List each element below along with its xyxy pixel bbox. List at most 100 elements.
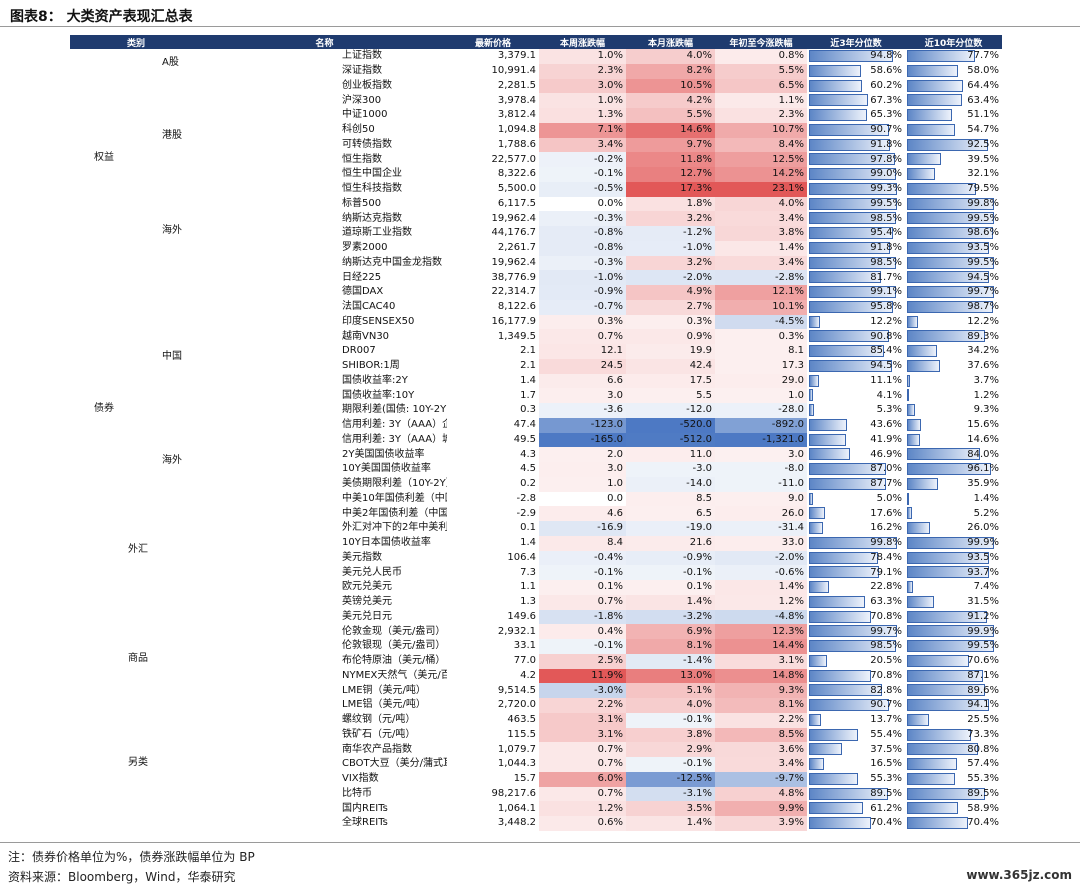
percentile-bar [809, 433, 846, 446]
asset-name: 美债期限利差（10Y-2Y） [342, 478, 447, 490]
latest-price: 6,117.5 [497, 197, 536, 209]
percentile-3y: 98.5% [807, 256, 905, 271]
month-change: 8.1% [626, 639, 715, 654]
latest-price: 77.0 [513, 655, 536, 667]
percentile-bar [907, 330, 985, 343]
percentile-bar [907, 286, 995, 298]
percentile-value: 63.4% [967, 94, 999, 106]
percentile-3y: 95.8% [807, 300, 905, 315]
percentile-3y: 81.7% [807, 270, 905, 285]
percentile-bar [907, 728, 971, 741]
percentile-bar [907, 94, 963, 107]
percentile-bar [809, 404, 814, 416]
percentile-bar [809, 492, 814, 505]
percentile-bar [907, 197, 995, 210]
header-category: 类别 [70, 35, 202, 49]
percentile-bar [809, 713, 822, 726]
percentile-bar [809, 345, 885, 357]
week-change: 1.0% [539, 93, 626, 108]
percentile-value: 35.9% [967, 478, 999, 490]
table-row: 道琼斯工业指数 44,176.7 -0.8% -1.2% 3.8% 95.4% 98.6% [70, 226, 1002, 241]
asset-name: 恒生科技指数 [342, 183, 402, 195]
percentile-bar [809, 802, 863, 815]
ytd-change: -0.6% [715, 565, 807, 580]
percentile-bar [907, 418, 921, 431]
week-change: 0.7% [539, 329, 626, 344]
table-row: 信用利差: 3Y（AAA）城投债 49.5-165.0-512.0-1,321.0… [70, 432, 1002, 448]
week-change: 0.6% [539, 816, 626, 831]
percentile-10y: 15.6% [905, 418, 1002, 433]
asset-name: 美元兑人民币 [342, 566, 402, 578]
table-row: 日经225 38,776.9 -1.0% -2.0% -2.8% 81.7% 94.5% [70, 270, 1002, 285]
percentile-bar [809, 728, 858, 741]
week-change: 3.1% [539, 712, 626, 728]
percentile-bar [809, 330, 890, 343]
percentile-value: 93.5% [967, 551, 999, 563]
percentile-bar [809, 389, 813, 402]
asset-name: 越南VN30 [342, 330, 390, 342]
percentile-value: 1.4% [973, 492, 999, 504]
category-column: 权益 A股 港股 海外 债券 中国 海外 外汇 商品 另类 [70, 49, 202, 831]
percentile-3y: 82.8% [807, 683, 905, 698]
ytd-change: 1.4% [715, 240, 807, 256]
percentile-bar [907, 758, 958, 770]
week-change: 1.3% [539, 108, 626, 123]
percentile-value: 17.6% [870, 507, 902, 519]
latest-price: 15.7 [513, 773, 536, 785]
latest-price: 5,500.0 [497, 183, 536, 195]
table-header-row: 类别 名称 最新价格 本周涨跌幅 本月涨跌幅 年初至今涨跌幅 近3年分位数 近1… [70, 35, 1002, 49]
percentile-bar [907, 50, 975, 62]
percentile-10y: 89.5% [905, 787, 1002, 802]
percentile-value: 70.4% [967, 817, 999, 829]
percentile-10y: 89.3% [905, 329, 1002, 344]
table-row: 10Y美国国债收益率 4.5 3.0 -3.0 -8.0 87.0% 96.1% [70, 462, 1002, 477]
asset-name: 标普500 [342, 197, 382, 209]
asset-name: 信用利差: 3Y（AAA）企业债 [342, 419, 447, 431]
percentile-3y: 63.3% [807, 595, 905, 610]
percentile-3y: 16.5% [807, 757, 905, 772]
latest-price: 8,122.6 [497, 301, 536, 313]
month-change: -0.9% [626, 550, 715, 566]
table-row: 布伦特原油（美元/桶） 77.0 2.5% -1.4% 3.1% 20.5% 70.6% [70, 653, 1002, 669]
week-change: -3.6 [539, 403, 626, 418]
percentile-3y: 58.6% [807, 64, 905, 79]
table-row: 创业板指数 2,281.5 3.0% 10.5% 6.5% 60.2% 64.4% [70, 78, 1002, 94]
percentile-value: 9.3% [973, 404, 999, 416]
percentile-3y: 67.3% [807, 93, 905, 108]
percentile-bar [907, 640, 994, 652]
percentile-value: 25.5% [967, 714, 999, 726]
percentile-value: 60.2% [870, 79, 902, 91]
month-change: 2.9% [626, 742, 715, 757]
percentile-bar [809, 536, 898, 549]
percentile-bar [809, 94, 869, 107]
week-change: 0.7% [539, 757, 626, 772]
ytd-change: 3.9% [715, 816, 807, 831]
table-row: LME铝（美元/吨） 2,720.0 2.2% 4.0% 8.1% 90.7% 94.1% [70, 698, 1002, 713]
percentile-value: 37.6% [967, 360, 999, 372]
month-change: -1.4% [626, 653, 715, 669]
percentile-value: 98.7% [967, 301, 999, 313]
percentile-10y: 39.5% [905, 152, 1002, 167]
percentile-value: 70.4% [870, 817, 902, 829]
ytd-change: 23.1% [715, 181, 807, 197]
week-change: 2.0 [539, 447, 626, 462]
table-row: 螺纹钢（元/吨） 463.5 3.1% -0.1% 2.2% 13.7% 25.5% [70, 712, 1002, 728]
week-change: -165.0 [539, 432, 626, 448]
asset-name: 欧元兑美元 [342, 581, 392, 593]
percentile-bar [809, 50, 893, 62]
table-row: 恒生中国企业 8,322.6 -0.1% 12.7% 14.2% 99.0% 32.1% [70, 167, 1002, 182]
table-row: 可转债指数 1,788.6 3.4% 9.7% 8.4% 91.8% 92.5% [70, 137, 1002, 153]
percentile-bar [907, 433, 920, 446]
week-change: 4.6 [539, 506, 626, 521]
ytd-change: 2.2% [715, 712, 807, 728]
percentile-10y: 7.4% [905, 580, 1002, 595]
percentile-10y: 87.1% [905, 669, 1002, 684]
percentile-3y: 41.9% [807, 433, 905, 448]
month-change: -12.5% [626, 771, 715, 787]
percentile-value: 37.5% [870, 743, 902, 755]
percentile-value: 80.8% [967, 743, 999, 755]
ytd-change: 8.5% [715, 727, 807, 743]
ytd-change: 14.2% [715, 167, 807, 182]
month-change: -1.2% [626, 226, 715, 241]
table-row: DR007 2.1 12.1 19.9 8.1 85.4% 34.2% [70, 344, 1002, 359]
